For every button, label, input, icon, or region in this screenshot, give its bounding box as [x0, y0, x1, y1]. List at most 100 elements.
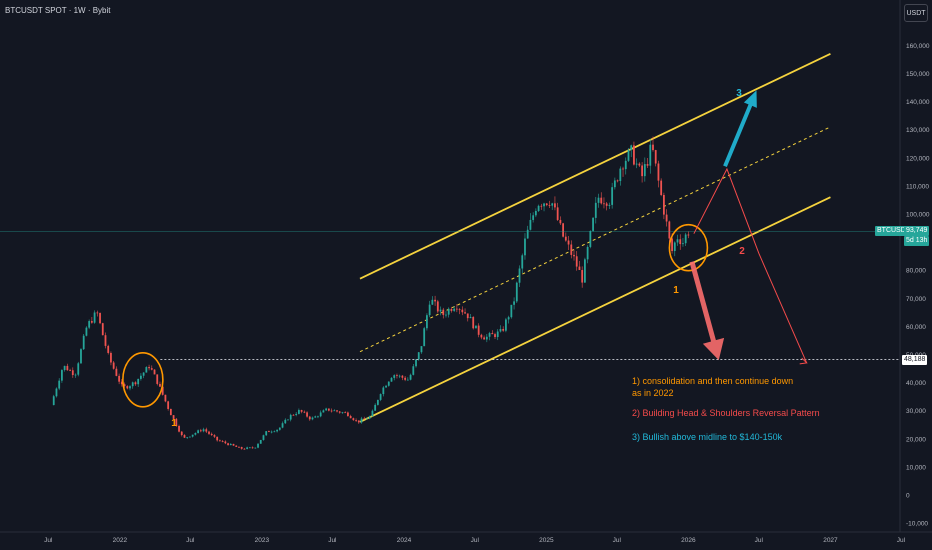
candle-body — [199, 430, 202, 432]
candle-body — [668, 221, 671, 239]
candle-body — [469, 316, 472, 319]
candle-body — [115, 368, 118, 376]
candle-body — [679, 239, 682, 245]
y-tick-label: 140,000 — [906, 99, 930, 106]
currency-button[interactable]: USDT — [904, 4, 928, 22]
candle-body — [363, 418, 366, 420]
candle-body — [510, 304, 513, 318]
candle-body — [426, 315, 428, 329]
candle-body — [575, 256, 578, 267]
candle-body — [268, 431, 270, 433]
candle-body — [461, 309, 464, 313]
candle-body — [382, 387, 385, 395]
candle-body — [643, 164, 646, 177]
candle-body — [110, 352, 112, 363]
candle-body — [325, 408, 328, 411]
candle-body — [317, 416, 319, 418]
candle-body — [406, 379, 409, 381]
candle-body — [488, 333, 491, 337]
candle-body — [205, 429, 208, 432]
y-tick-label: 100,000 — [906, 212, 930, 219]
candle-body — [104, 335, 107, 346]
candle-body — [175, 418, 178, 426]
candle-body — [559, 219, 562, 224]
candle-body — [142, 372, 145, 376]
y-tick-label: 60,000 — [906, 324, 926, 331]
candle-body — [635, 163, 638, 165]
candle-body — [61, 370, 63, 381]
candle-body — [366, 418, 368, 420]
candle-body — [240, 446, 243, 449]
note-3: 3) Bullish above midline to $140-150k — [632, 432, 783, 442]
candle-body — [254, 447, 257, 449]
candle-body — [287, 419, 289, 421]
candle-body — [131, 382, 134, 387]
candle-body — [515, 282, 518, 302]
candle-body — [74, 374, 77, 376]
candle-body — [543, 203, 545, 207]
candle-body — [393, 375, 396, 378]
candle-body — [148, 367, 150, 369]
candle-body — [613, 180, 616, 188]
candle-body — [167, 401, 170, 409]
candle-body — [77, 363, 80, 375]
candle-body — [586, 246, 589, 260]
candle-body — [436, 301, 439, 312]
candle-body — [183, 435, 186, 438]
y-tick-label: 120,000 — [906, 155, 930, 162]
candle-body — [55, 388, 58, 397]
candle-body — [494, 334, 496, 338]
candle-body — [548, 205, 551, 206]
candle-body — [374, 404, 377, 411]
candle-body — [229, 443, 232, 446]
candle-body — [197, 430, 200, 433]
y-tick-label: 150,000 — [906, 71, 930, 78]
candle-body — [161, 386, 164, 395]
candle-body — [123, 384, 126, 387]
candle-body — [227, 443, 229, 446]
candle-body — [159, 383, 161, 387]
candle-body — [191, 434, 194, 437]
candle-body — [521, 255, 524, 269]
candle-body — [455, 308, 458, 310]
x-tick-label: 2026 — [681, 537, 696, 544]
candle-body — [262, 435, 265, 440]
candle-body — [537, 205, 540, 211]
scenario-3-arrow — [723, 90, 757, 167]
note-2: 2) Building Head & Shoulders Reversal Pa… — [632, 408, 820, 418]
candle-body — [85, 327, 88, 336]
candle-body — [556, 207, 559, 220]
candle-body — [518, 268, 521, 283]
candle-body — [194, 432, 197, 435]
candle-body — [477, 325, 480, 335]
candle-body — [224, 441, 227, 444]
candle-body — [169, 408, 172, 416]
candle-body — [464, 312, 466, 314]
candle-body — [292, 414, 295, 416]
price-tag-last: 93,749 — [904, 225, 930, 236]
x-tick-label: Jul — [613, 537, 622, 544]
candle-body — [336, 410, 338, 412]
candle-body — [646, 164, 649, 166]
candle-body — [300, 410, 303, 412]
candle-body — [573, 254, 575, 257]
candle-body — [308, 416, 311, 420]
candle-body — [238, 446, 240, 448]
y-tick-label: 0 — [906, 493, 910, 500]
candle-body — [330, 410, 333, 412]
candle-body — [311, 417, 314, 420]
candle-body — [491, 333, 494, 335]
candle-body — [687, 234, 690, 236]
candle-body — [276, 429, 278, 432]
candle-body — [445, 314, 447, 316]
candle-body — [344, 412, 347, 414]
candle-body — [134, 382, 137, 385]
candle-body — [652, 144, 654, 151]
candle-body — [496, 331, 499, 338]
candle-body — [673, 242, 676, 252]
candle-body — [180, 431, 183, 436]
candle-body — [257, 443, 259, 448]
candle-body — [401, 375, 404, 378]
